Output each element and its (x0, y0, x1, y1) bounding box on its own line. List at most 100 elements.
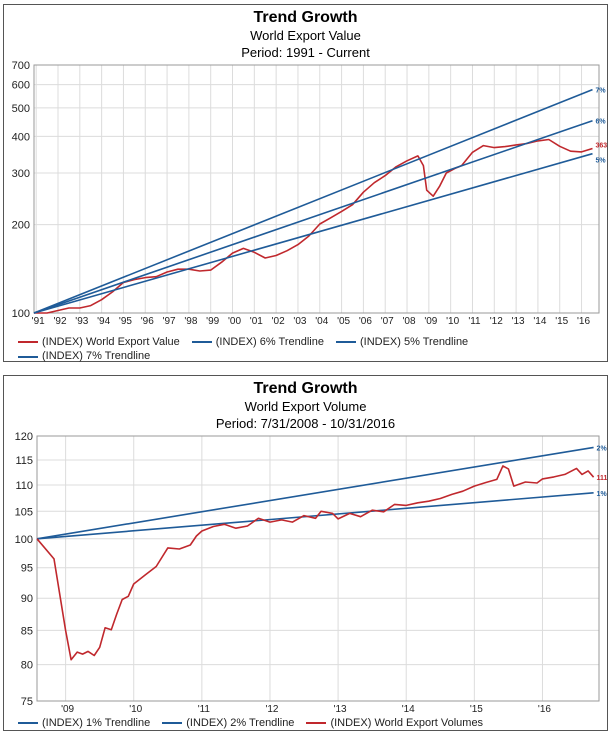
y-tick-label: 75 (21, 696, 33, 708)
series-end-label: 6% (595, 119, 606, 126)
x-tick-label: '15 (555, 316, 568, 327)
x-tick-label: '16 (538, 704, 551, 715)
legend-swatch (18, 341, 38, 343)
chart-legend: (INDEX) World Export Value (INDEX) 6% Tre… (18, 334, 480, 363)
legend-row: (INDEX) 1% Trendline (INDEX) 2% Trendline… (18, 715, 495, 730)
legend-item: (INDEX) 1% Trendline (18, 717, 150, 730)
y-tick-label: 90 (21, 593, 33, 605)
x-tick-label: '94 (97, 316, 110, 327)
legend-label: (INDEX) 2% Trendline (186, 716, 295, 729)
y-tick-label: 500 (12, 103, 30, 115)
x-tick-label: '09 (61, 704, 74, 715)
chart-panel-export-value: Trend Growth World Export Value Period: … (3, 4, 608, 362)
x-tick-label: '16 (577, 316, 590, 327)
grid (34, 64, 599, 314)
series-line (33, 88, 593, 314)
series-end-label: 2% (597, 445, 607, 452)
y-tick-label: 100 (12, 308, 30, 320)
x-tick-label: '97 (163, 316, 176, 327)
x-tick-label: '99 (206, 316, 219, 327)
legend-label: (INDEX) World Export Volumes (330, 716, 484, 729)
x-tick-label: '11 (198, 704, 211, 715)
legend-item: (INDEX) 5% Trendline (335, 335, 469, 349)
series-end-label: 5% (595, 158, 606, 165)
legend-swatch (18, 355, 38, 358)
chart-title: Trend Growth (253, 9, 358, 26)
x-tick-label: '06 (359, 316, 372, 327)
x-tick-label: '11 (468, 316, 481, 327)
legend-swatch (18, 722, 38, 724)
series-end-label: 1% (597, 491, 607, 498)
y-tick-label: 80 (21, 660, 33, 672)
x-tick-label: '14 (533, 316, 546, 327)
legend-label: (INDEX) 1% Trendline (42, 716, 151, 729)
x-tick-label: '15 (470, 704, 483, 715)
y-tick-label: 600 (12, 80, 30, 92)
chart-period: Period: 1991 - Current (241, 45, 370, 60)
legend-item: (INDEX) 7% Trendline (18, 350, 150, 363)
legend-label: (INDEX) 5% Trendline (359, 335, 469, 348)
x-tick-label: '03 (293, 316, 306, 327)
legend-item: (INDEX) World Export Value (18, 336, 180, 349)
y-tick-label: 105 (15, 506, 33, 518)
legend-label: (INDEX) World Export Value (42, 335, 180, 348)
x-tick-label: '93 (75, 316, 88, 327)
series-line (33, 119, 593, 314)
chart-title: Trend Growth (253, 380, 358, 397)
x-tick-label: '10 (129, 704, 142, 715)
legend-swatch (335, 341, 356, 343)
y-tick-label: 95 (21, 563, 33, 575)
export-volume-chart: 75 80 85 90 95 100 105 110 115 120 '09 '10 '11 '12 '13… (15, 431, 607, 715)
x-tick-label: '01 (250, 316, 263, 327)
y-tick-label: 115 (15, 455, 33, 467)
y-tick-label: 120 (15, 431, 33, 443)
x-tick-label: '07 (381, 316, 394, 327)
x-tick-label: '91 (32, 316, 45, 327)
x-tick-label: '98 (184, 316, 197, 327)
chart-panel-export-volume: Trend Growth World Export Volume Period:… (3, 375, 608, 731)
chart-period: Period: 7/31/2008 - 10/31/2016 (215, 416, 396, 431)
legend-row: (INDEX) 7% Trendline (18, 349, 480, 364)
export-value-chart: 100 200 300 400 500 600 700 '91 '92 '93 '94 '95 '96 '… (12, 60, 607, 327)
x-tick-label: '04 (315, 316, 328, 327)
y-tick-label: 85 (21, 625, 33, 637)
series-end-label: 363.49 (595, 143, 607, 150)
y-tick-label: 400 (12, 131, 30, 143)
x-tick-label: '14 (402, 704, 415, 715)
series-end-label: 111.54 (597, 475, 607, 482)
chart-subtitle: World Export Value (250, 28, 361, 43)
x-tick-label: '00 (228, 316, 241, 327)
x-tick-label: '96 (141, 316, 154, 327)
chart-legend: (INDEX) 1% Trendline (INDEX) 2% Trendline… (18, 715, 495, 730)
series-line (36, 492, 594, 540)
series-end-label: 7% (595, 88, 606, 95)
y-tick-label: 700 (12, 60, 30, 72)
legend-label: (INDEX) 6% Trendline (215, 335, 324, 348)
legend-item: (INDEX) World Export Volumes (306, 717, 483, 730)
y-tick-label: 100 (15, 534, 33, 546)
x-tick-label: '13 (512, 316, 525, 327)
series-line (33, 152, 593, 314)
x-tick-label: '95 (119, 316, 132, 327)
x-tick-label: '12 (490, 316, 503, 327)
series-line (34, 138, 593, 314)
series-line (36, 465, 595, 661)
y-tick-label: 300 (12, 168, 30, 180)
legend-row: (INDEX) World Export Value (INDEX) 6% Tre… (18, 334, 480, 349)
legend-swatch (306, 722, 327, 724)
x-tick-label: '13 (334, 704, 347, 715)
legend-label: (INDEX) 7% Trendline (42, 350, 151, 362)
x-tick-label: '09 (424, 316, 437, 327)
y-tick-label: 200 (12, 220, 30, 232)
chart-subtitle: World Export Volume (244, 399, 367, 414)
x-tick-label: '02 (272, 316, 285, 327)
y-tick-label: 110 (15, 480, 33, 492)
plot-area (33, 64, 600, 314)
legend-swatch (162, 722, 183, 724)
legend-item: (INDEX) 2% Trendline (162, 717, 294, 730)
plot-area (36, 435, 600, 702)
series-line (36, 446, 594, 540)
x-tick-label: '92 (53, 316, 66, 327)
legend-swatch (191, 341, 212, 343)
x-tick-label: '10 (446, 316, 459, 327)
